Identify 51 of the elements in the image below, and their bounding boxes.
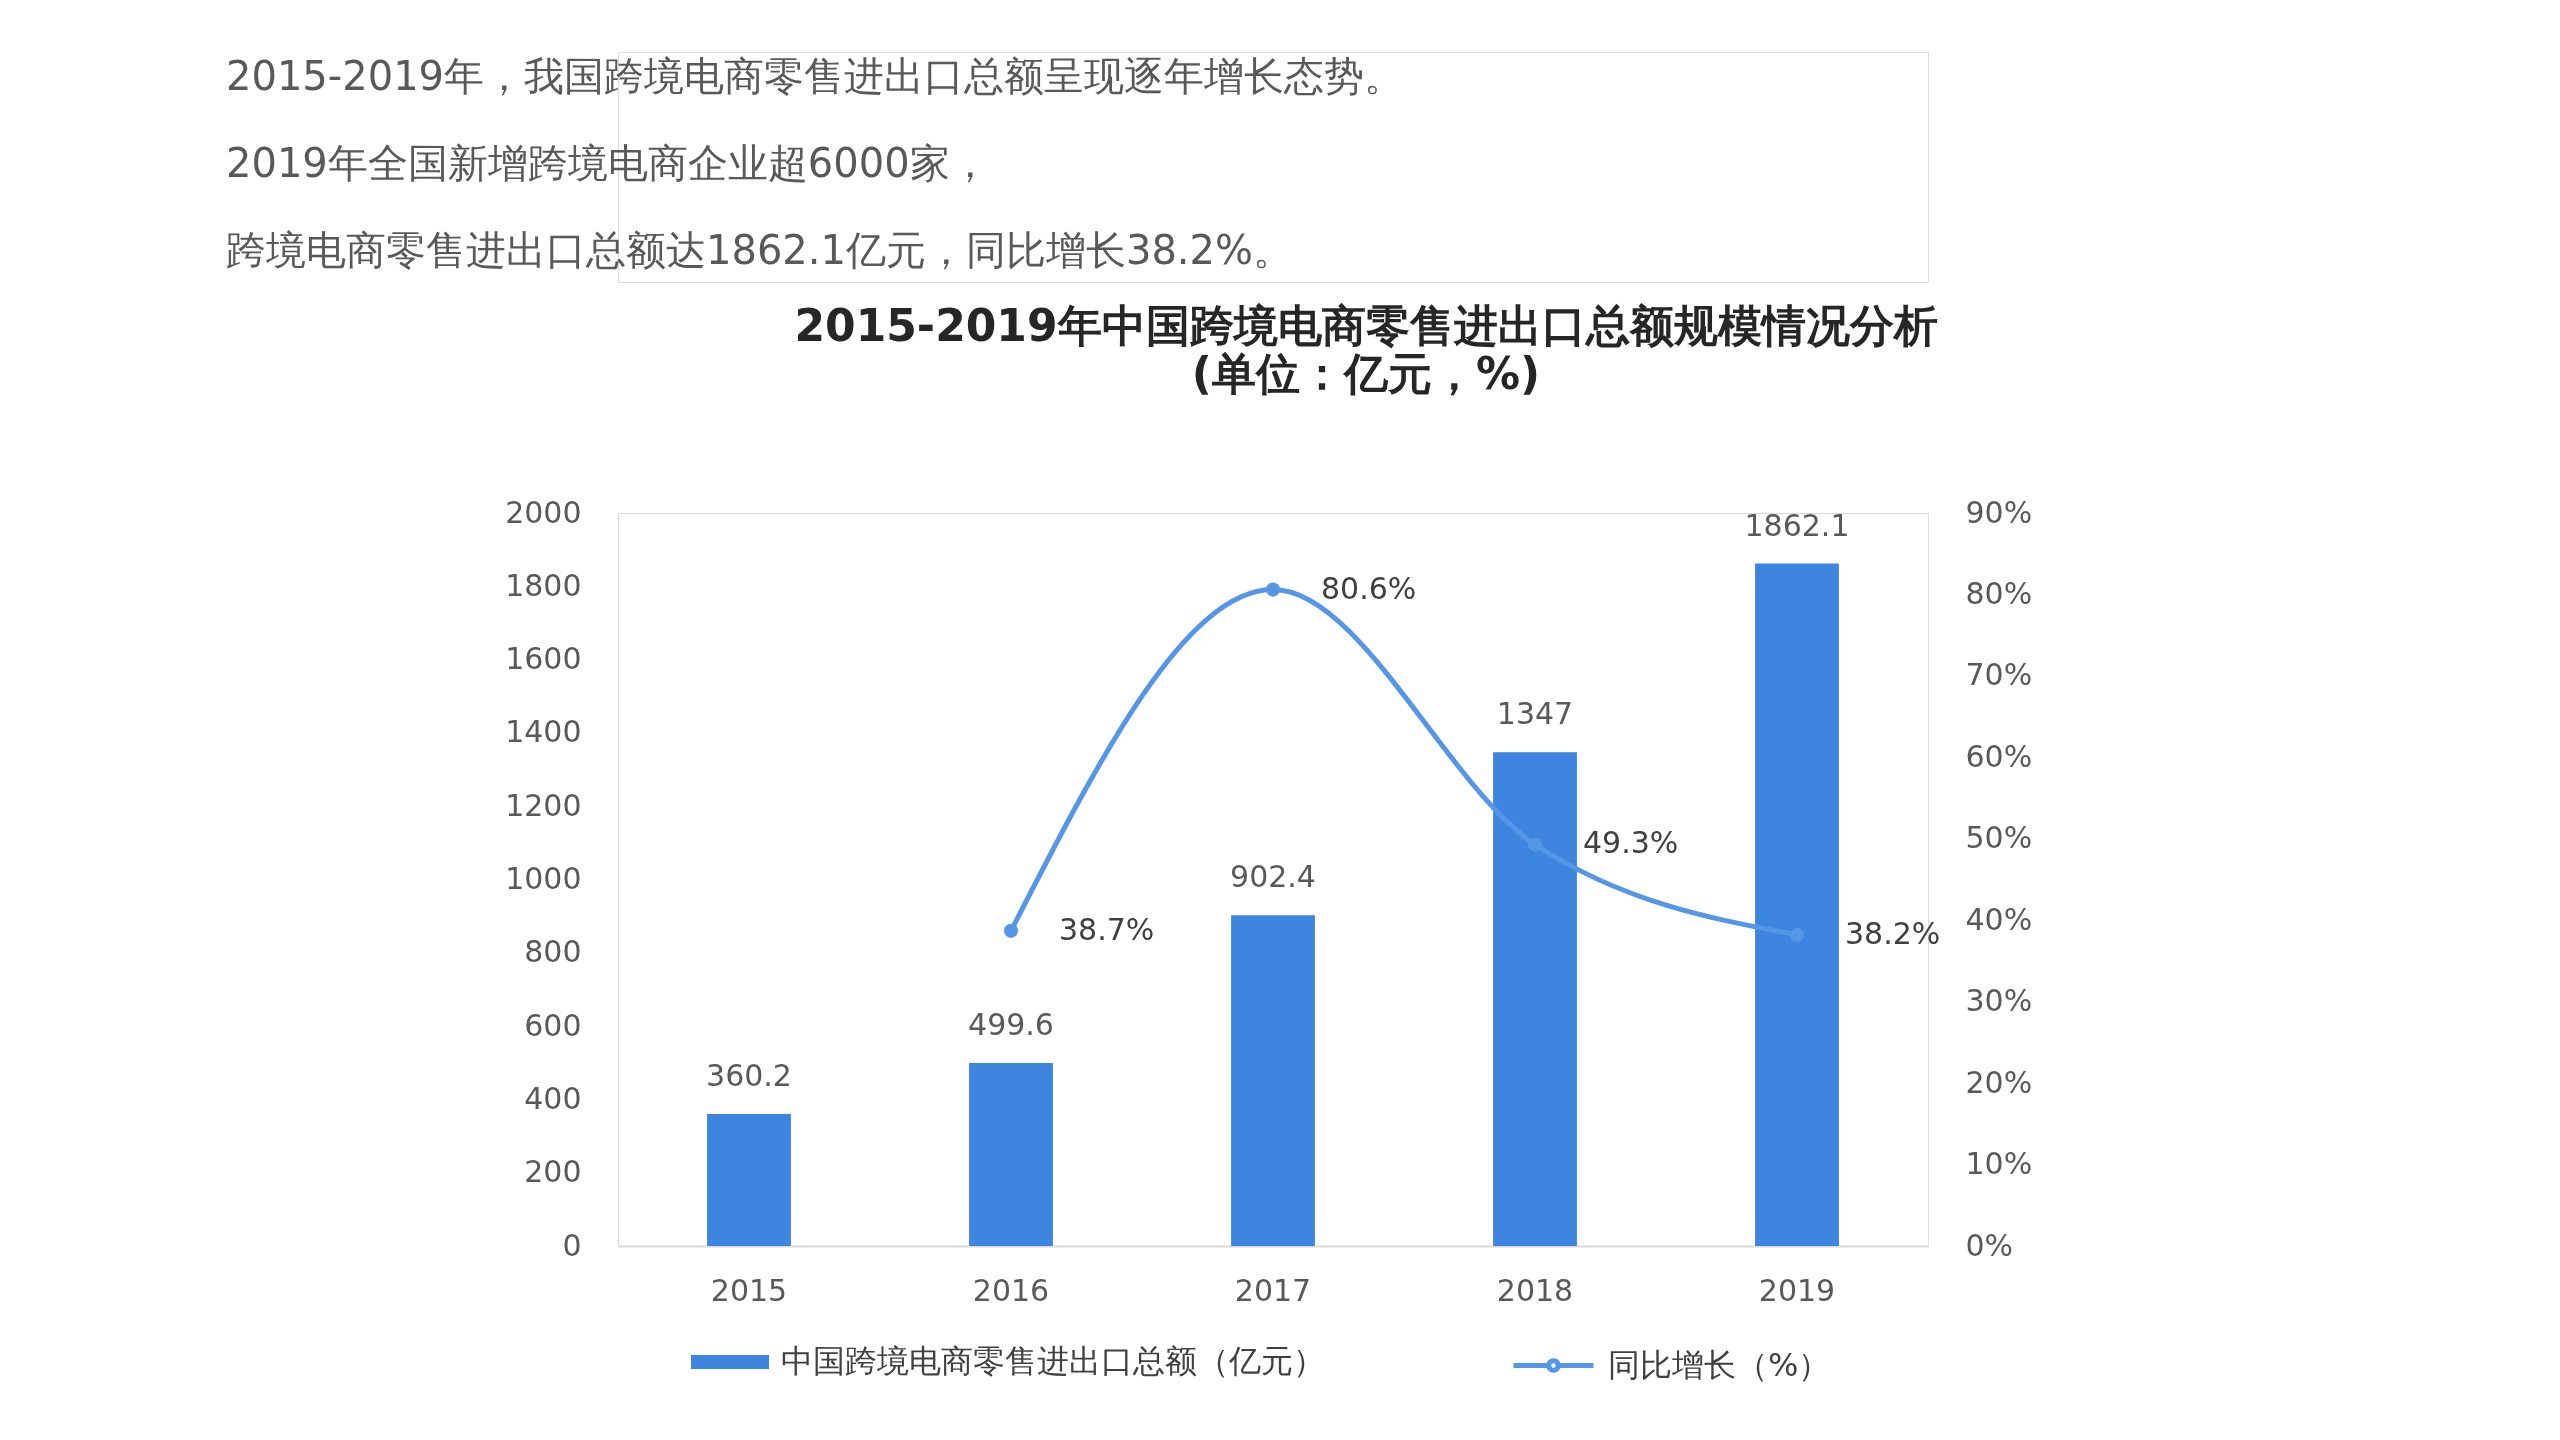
y2-tick-label: 20%: [1965, 1064, 2033, 1100]
data-label: 1347: [1496, 696, 1574, 732]
legend-label: 中国跨境电商零售进出口总额（亿元）: [781, 1342, 1325, 1380]
y-tick-label: 1600: [505, 641, 582, 677]
data-label: 49.3%: [1583, 825, 1679, 861]
data-label: 499.6: [968, 1006, 1054, 1042]
bar: [969, 1062, 1053, 1246]
bar: [1231, 915, 1315, 1246]
y2-tick-label: 50%: [1965, 820, 2033, 856]
point: [1789, 927, 1805, 942]
bar: [1493, 752, 1577, 1246]
x-tick-label: 2015: [710, 1272, 788, 1308]
data-label: 360.2: [706, 1057, 792, 1093]
y-tick-label: 1200: [505, 787, 582, 823]
text: 2019年全国新增跨境电商企业超6000家，: [226, 140, 990, 186]
point: [1527, 837, 1543, 852]
y-tick-label: 0: [562, 1227, 582, 1263]
y2-tick-label: 70%: [1965, 657, 2033, 693]
y2-tick-label: 60%: [1965, 738, 2033, 774]
y-tick-label: 1000: [505, 861, 582, 896]
y2-tick-label: 40%: [1965, 901, 2033, 937]
bar: [707, 1113, 791, 1246]
chart-subtitle: (单位：亿元，%): [1191, 348, 1541, 399]
y-tick-label: 1400: [505, 714, 582, 750]
y-tick-label: 400: [524, 1080, 582, 1116]
point: [1003, 923, 1019, 938]
data-label: 902.4: [1230, 859, 1316, 895]
chart-title: 2015-2019年中国跨境电商零售进出口总额规模情况分析: [794, 300, 1938, 351]
y2-tick-label: 80%: [1965, 575, 2033, 611]
point: [1265, 582, 1281, 597]
y2-tick-label: 10%: [1965, 1146, 2033, 1182]
bar: [1755, 563, 1839, 1246]
x-tick-label: 2019: [1758, 1272, 1836, 1308]
y-tick-label: 1800: [505, 567, 582, 603]
data-label: 80.6%: [1321, 570, 1417, 606]
text: 跨境电商零售进出口总额达1862.1亿元，同比增长38.2%。: [226, 227, 1294, 273]
text: 2015-2019年，我国跨境电商零售进出口总额呈现逐年增长态势。: [226, 53, 1405, 99]
y-tick-label: 200: [524, 1154, 582, 1190]
x-tick-label: 2016: [972, 1272, 1050, 1308]
y-tick-label: 800: [524, 934, 582, 970]
data-label: 38.2%: [1845, 915, 1941, 951]
legend-label: 同比增长（%）: [1608, 1345, 1831, 1384]
y2-tick-label: 90%: [1965, 494, 2033, 530]
y2-tick-label: 30%: [1965, 983, 2033, 1019]
y-tick-label: 2000: [505, 494, 582, 530]
y2-tick-label: 0%: [1965, 1227, 2014, 1263]
data-label: 38.7%: [1059, 911, 1155, 947]
y-tick-label: 600: [524, 1007, 582, 1043]
x-tick-label: 2018: [1496, 1272, 1574, 1308]
x-tick-label: 2017: [1234, 1272, 1312, 1308]
data-label: 1862.1: [1744, 507, 1850, 543]
